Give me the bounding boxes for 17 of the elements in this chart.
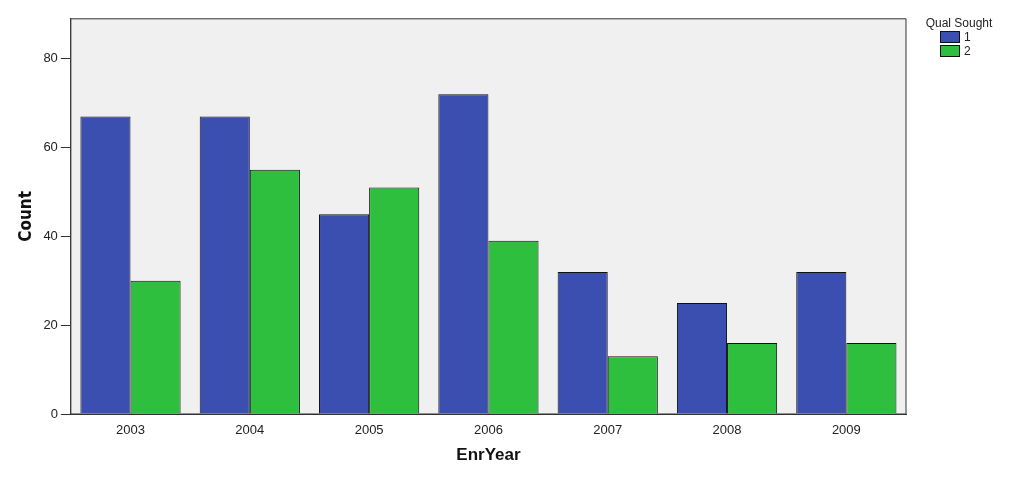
x-axis-title: EnrYear xyxy=(456,445,521,465)
x-tick-label: 2005 xyxy=(354,422,384,438)
y-tick-label: 20 xyxy=(43,316,58,332)
y-tick-label: 0 xyxy=(50,405,58,421)
x-tick-label: 2007 xyxy=(593,422,623,438)
y-axis-title: Count xyxy=(14,190,35,242)
x-tick-label: 2009 xyxy=(831,422,861,438)
legend-label: 2 xyxy=(964,44,971,58)
y-tick-label: 80 xyxy=(43,50,58,66)
legend-title: Qual Sought xyxy=(924,16,994,30)
x-tick-label: 2008 xyxy=(712,422,742,438)
y-tick-label: 60 xyxy=(43,139,58,155)
y-tick-label: 40 xyxy=(43,227,58,243)
legend-label: 1 xyxy=(964,30,971,44)
x-tick-label: 2006 xyxy=(473,422,503,438)
x-tick-label: 2003 xyxy=(116,422,145,438)
x-tick-label: 2004 xyxy=(235,422,265,438)
